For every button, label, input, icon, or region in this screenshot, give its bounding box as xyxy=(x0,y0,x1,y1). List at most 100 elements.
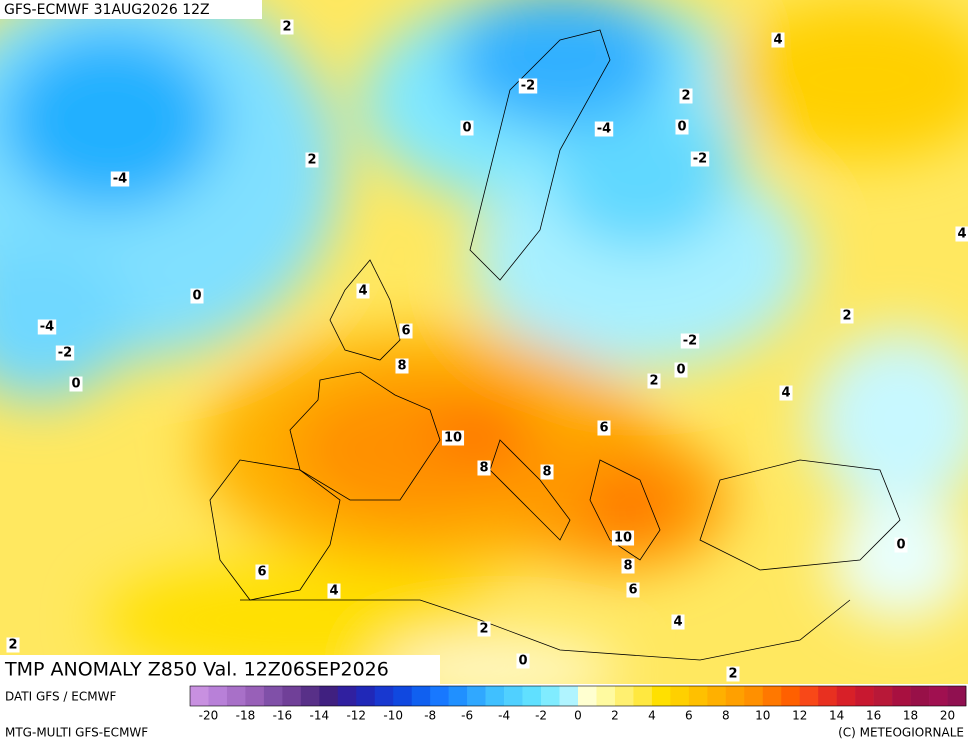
colorbar-tick-label: 0 xyxy=(574,709,582,723)
contour-label-bg xyxy=(356,283,370,299)
colorbar-swatch xyxy=(873,686,893,706)
header-box xyxy=(0,0,262,19)
contour-label-bg xyxy=(674,362,688,378)
colorbar-swatch xyxy=(319,686,339,706)
colorbar-frame xyxy=(189,685,967,707)
contour-label: 4 xyxy=(773,33,782,48)
contour-label: 4 xyxy=(781,386,790,401)
model-text: MTG-MULTI GFS-ECMWF xyxy=(5,726,148,740)
colorbar-swatch xyxy=(448,686,468,706)
contour-label: 2 xyxy=(479,622,488,637)
colorbar-swatch xyxy=(651,686,671,706)
contour-label-bg xyxy=(647,373,661,389)
colorbar-swatch xyxy=(393,686,413,706)
contour-label: 2 xyxy=(649,374,658,389)
contour-label-bg xyxy=(305,152,319,168)
contour-label-bg xyxy=(955,226,968,242)
contour-label-bg xyxy=(516,653,530,669)
contour-label-bg xyxy=(840,308,854,324)
contour-label: 6 xyxy=(628,583,637,598)
contour-label-bg xyxy=(399,323,413,339)
contour-label-bg xyxy=(680,333,700,349)
colorbar-tick-label: -16 xyxy=(273,709,293,723)
colorbar-swatch xyxy=(374,686,394,706)
colorbar-swatch xyxy=(670,686,690,706)
contour-label: -2 xyxy=(693,152,707,167)
contour-label: 6 xyxy=(401,324,410,339)
contour-label-bg xyxy=(110,171,130,187)
colorbar-swatch xyxy=(190,686,209,706)
colorbar-tick-label: -2 xyxy=(535,709,547,723)
contour-label-bg xyxy=(37,319,57,335)
colorbar-swatch xyxy=(337,686,357,706)
colorbar-swatch xyxy=(799,686,819,706)
contour-label: 0 xyxy=(518,654,527,669)
contour-label: -4 xyxy=(40,320,54,335)
contour-label: 8 xyxy=(479,461,488,476)
copyright-text: (C) METEOGIORNALE xyxy=(838,726,964,740)
contour-label: 0 xyxy=(677,120,686,135)
contour-label-bg xyxy=(540,464,554,480)
contour-label: -2 xyxy=(58,346,72,361)
colorbar-swatch xyxy=(541,686,560,706)
colorbar-tick-label: 14 xyxy=(829,709,844,723)
colorbar-swatch xyxy=(725,686,745,706)
colorbar-swatch xyxy=(356,686,376,706)
colorbar-tick-label: -8 xyxy=(424,709,436,723)
contour-label: 0 xyxy=(676,363,685,378)
colorbar-swatch xyxy=(282,686,302,706)
colorbar-swatch xyxy=(892,686,911,706)
contour-label-bg xyxy=(690,151,710,167)
contour-label: 2 xyxy=(842,309,851,324)
contour-label-bg xyxy=(190,288,204,304)
colorbar-tick-label: -18 xyxy=(236,709,256,723)
contour-label: 10 xyxy=(614,531,632,546)
colorbar-tick-label: 10 xyxy=(755,709,770,723)
contour-label: -2 xyxy=(683,334,697,349)
colorbar-swatch xyxy=(762,686,782,706)
contour-label: 4 xyxy=(329,584,338,599)
colorbar-swatch xyxy=(855,686,874,706)
colorbar: -20 -18 -16 -14 -12 -10 -8 -6 -4 -2 0 2 4 6 8 10 12 14 16 1… xyxy=(189,685,967,723)
map-title: TMP ANOMALY Z850 Val. 12Z06SEP2026 xyxy=(4,659,389,681)
colorbar-tick-label: 8 xyxy=(722,709,730,723)
contour-label-bg xyxy=(726,666,740,682)
colorbar-swatch xyxy=(578,686,597,706)
map-field xyxy=(0,0,968,684)
contour-label-bg xyxy=(280,19,294,35)
contour-labels: 2 4 2 -2 0 -4 0 -2 -4 2 4 0 4 2 -4 -2 6 -2 0 8 2 0 4 10 6 8 8 10 0 6 8… xyxy=(6,19,968,682)
contour-label: 4 xyxy=(957,227,966,242)
colorbar-tick-label: 2 xyxy=(611,709,619,723)
coastlines xyxy=(209,29,901,661)
contour-label: -2 xyxy=(521,79,535,94)
contour-label-bg xyxy=(621,558,635,574)
colorbar-swatch xyxy=(633,686,653,706)
colorbar-swatch xyxy=(744,686,764,706)
contour-label-bg xyxy=(55,345,75,361)
contour-label-bg xyxy=(626,582,640,598)
contour-label: 0 xyxy=(896,538,905,553)
contour-label: 2 xyxy=(307,153,316,168)
contour-label: 8 xyxy=(623,559,632,574)
colorbar-swatch xyxy=(836,686,856,706)
contour-label: 2 xyxy=(681,89,690,104)
colorbar-swatch xyxy=(208,686,228,706)
colorbar-tick-label: 16 xyxy=(866,709,881,723)
colorbar-swatch xyxy=(226,686,246,706)
colorbar-swatch xyxy=(430,686,449,706)
contour-label-bg xyxy=(771,32,785,48)
contour-label: 4 xyxy=(358,284,367,299)
contour-label-bg xyxy=(611,530,635,546)
contour-label: 2 xyxy=(282,20,291,35)
colorbar-tick-label: 12 xyxy=(792,709,807,723)
colorbar-tick-label: 4 xyxy=(648,709,656,723)
contour-label-bg xyxy=(395,358,409,374)
colorbar-swatch xyxy=(947,686,967,706)
colorbar-swatch xyxy=(504,686,523,706)
colorbar-tick-label: -10 xyxy=(383,709,403,723)
contour-label-bg xyxy=(779,385,793,401)
header-title: GFS-ECMWF 31AUG2026 12Z xyxy=(4,2,210,18)
contour-label: 8 xyxy=(397,359,406,374)
